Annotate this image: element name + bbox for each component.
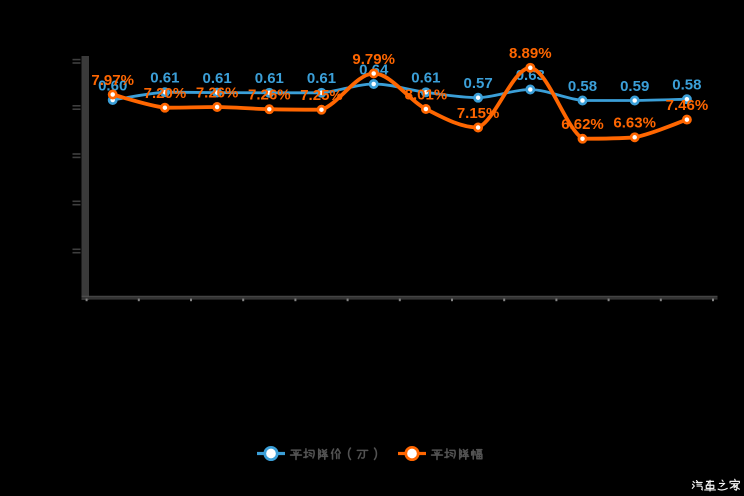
svg-text:0.59: 0.59 bbox=[620, 78, 649, 95]
svg-text:0.60: 0.60 bbox=[98, 77, 127, 94]
svg-text:0.61: 0.61 bbox=[411, 70, 440, 87]
svg-text:7.15%: 7.15% bbox=[457, 105, 500, 122]
svg-text:0.61: 0.61 bbox=[202, 70, 231, 87]
svg-text:6.62%: 6.62% bbox=[561, 116, 604, 133]
svg-text:8.01%: 8.01% bbox=[405, 86, 448, 103]
svg-text:0.61: 0.61 bbox=[255, 70, 284, 87]
svg-text:0.61: 0.61 bbox=[150, 70, 179, 87]
svg-text:8.89%: 8.89% bbox=[509, 45, 552, 62]
svg-text:7.46%: 7.46% bbox=[666, 97, 709, 114]
svg-text:0.58: 0.58 bbox=[568, 78, 597, 95]
svg-text:7.26%: 7.26% bbox=[196, 84, 239, 101]
svg-text:7.26%: 7.26% bbox=[248, 87, 291, 104]
svg-text:7.25%: 7.25% bbox=[300, 87, 343, 104]
svg-text:0.57: 0.57 bbox=[463, 75, 492, 92]
svg-text:0.61: 0.61 bbox=[307, 70, 336, 87]
svg-text:0.58: 0.58 bbox=[672, 77, 701, 94]
svg-text:9.79%: 9.79% bbox=[352, 51, 395, 68]
svg-text:6.63%: 6.63% bbox=[613, 115, 656, 132]
svg-text:7.97%: 7.97% bbox=[91, 72, 134, 89]
svg-text:7.20%: 7.20% bbox=[144, 85, 187, 102]
